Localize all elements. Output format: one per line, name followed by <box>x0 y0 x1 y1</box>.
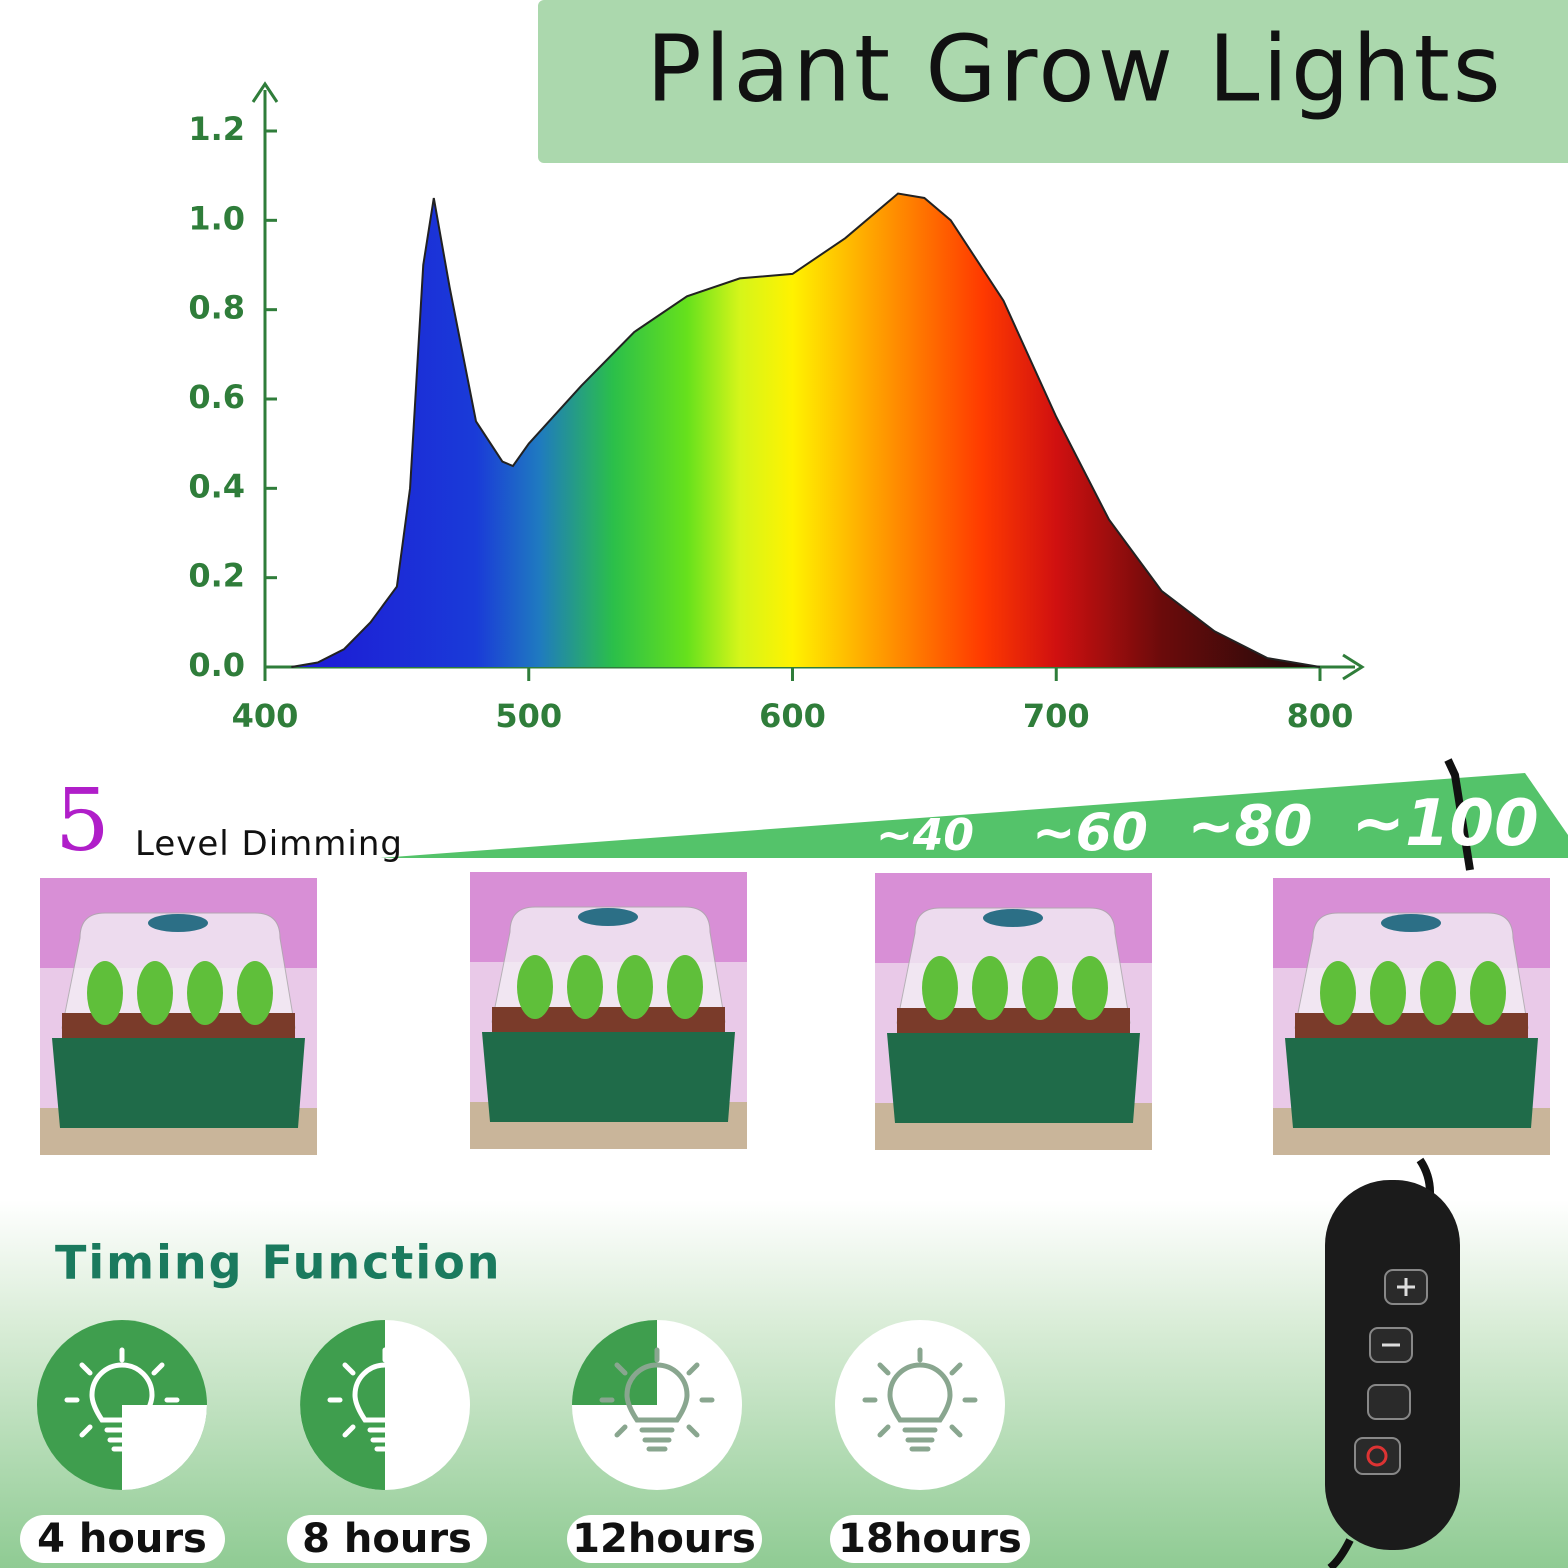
timer-pill <box>830 1515 1030 1563</box>
y-arrow <box>251 81 279 103</box>
spectrum-area <box>291 193 1320 668</box>
timer-off <box>122 1405 207 1490</box>
power-button[interactable] <box>1354 1437 1401 1475</box>
timer-label[interactable]: 8 hours <box>302 1516 472 1562</box>
x-tick-label: 600 <box>759 697 826 735</box>
title: Plant Grow Lights <box>646 15 1503 122</box>
timer-dial <box>835 1320 1005 1490</box>
y-tick-label: 0.2 <box>188 557 245 595</box>
dimming-section: 5 Level Dimming ~40 ~60 ~80 ~100 <box>40 758 1568 1155</box>
x-arrow <box>1342 653 1365 681</box>
x-tick-label: 500 <box>495 697 562 735</box>
tray-photo <box>1273 878 1550 1155</box>
dimming-level: ~100 <box>1351 787 1538 861</box>
header-bg <box>538 0 1568 163</box>
spectrum-line <box>291 192 1321 668</box>
timer-on <box>300 1320 385 1490</box>
power-icon <box>1366 1445 1388 1467</box>
controller <box>1325 1180 1460 1550</box>
timer-label[interactable]: 18hours <box>838 1516 1022 1562</box>
dimming-level: ~80 <box>1188 794 1313 859</box>
y-tick-label: 1.0 <box>188 199 245 237</box>
y-tick-label: 0.6 <box>188 378 245 416</box>
dimming-level: ~60 <box>1032 803 1148 863</box>
dimming-count: 5 <box>55 771 110 871</box>
y-tick-label: 0.0 <box>188 646 245 684</box>
timer-pill <box>20 1515 225 1563</box>
timing-section: Timing Function 4 hours 8 hours 12hours … <box>0 1157 1568 1568</box>
tray-photo <box>470 872 747 1149</box>
dimming-wedge <box>380 773 1568 858</box>
y-tick-label: 0.4 <box>188 467 245 505</box>
timer-pill <box>567 1515 762 1563</box>
x-tick-label: 700 <box>1023 697 1090 735</box>
timer-label[interactable]: 12hours <box>572 1516 756 1562</box>
timer-button[interactable] <box>1367 1384 1411 1420</box>
cable <box>1327 1538 1354 1568</box>
x-tick-label: 800 <box>1287 697 1354 735</box>
timing-bg <box>0 1200 1568 1568</box>
plus-icon <box>1397 1278 1415 1296</box>
dimming-label: Level Dimming <box>135 824 403 864</box>
timer-on <box>572 1320 657 1405</box>
spectrum-chart: 0.0 0.2 0.4 0.6 0.8 1.0 1.2 400 500 600 700 800 <box>188 81 1365 735</box>
y-tick-label: 1.2 <box>188 110 245 148</box>
dimming-level: ~40 <box>876 810 974 861</box>
x-tick-label: 400 <box>232 697 299 735</box>
timer-label[interactable]: 4 hours <box>37 1516 207 1562</box>
y-tick-label: 0.8 <box>188 289 245 327</box>
timer-pill <box>287 1515 487 1563</box>
tray-photo <box>875 873 1152 1150</box>
cable <box>1444 758 1474 871</box>
tray-photo <box>40 878 317 1155</box>
timing-title: Timing Function <box>55 1236 502 1290</box>
